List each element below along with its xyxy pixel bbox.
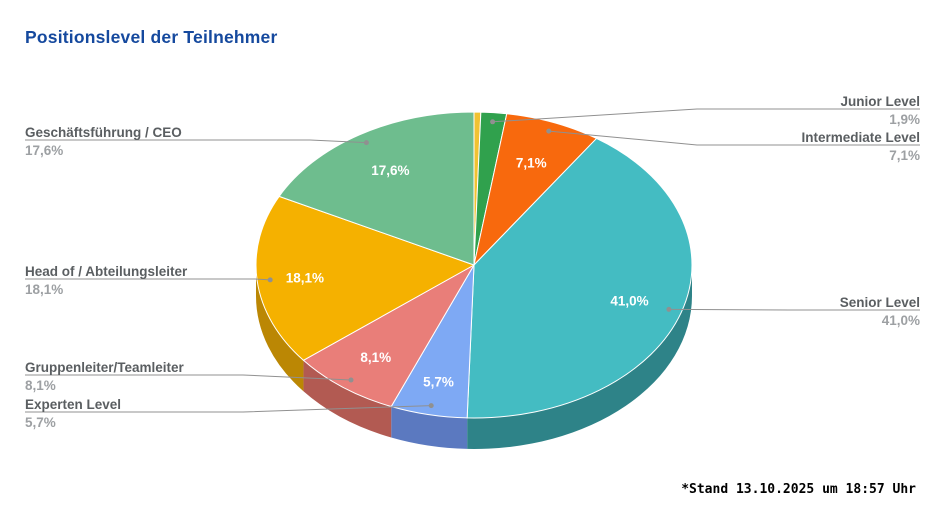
pie-side-senior-level [467, 265, 692, 449]
callout-label-junior-level: Junior Level [840, 94, 920, 109]
leader-line-senior-level [668, 308, 920, 311]
callout-value-gruppenleiter-teamleiter: 8,1% [25, 378, 56, 393]
callout-label-experten-level: Experten Level [25, 397, 122, 412]
slice-label-geschaeftsfuehrung-ceo: 17,6% [371, 163, 409, 178]
leader-dot-experten-level [428, 403, 434, 409]
callout-label-intermediate-level: Intermediate Level [801, 130, 920, 145]
leader-line-gruppenleiter-teamleiter [25, 374, 352, 381]
leader-dot-gruppenleiter-teamleiter [348, 377, 354, 383]
callout-value-geschaeftsfuehrung-ceo: 17,6% [25, 143, 64, 158]
callout-experten-level: Experten Level 5,7% [25, 396, 121, 431]
leader-dot-geschaeftsfuehrung-ceo [363, 140, 369, 146]
callout-intermediate-level: Intermediate Level 7,1% [801, 129, 920, 164]
pie-slice-geschaeftsfuehrung-ceo[interactable] [278, 111, 475, 266]
pie-slice-head-of-abteilungsleiter[interactable] [255, 195, 476, 361]
callout-senior-level: Senior Level 41,0% [840, 294, 920, 329]
pie-side-gruppenleiter-teamleiter [303, 360, 392, 438]
callout-value-senior-level: 41,0% [881, 313, 920, 328]
callout-geschaeftsfuehrung-ceo: Geschäftsführung / CEO 17,6% [25, 124, 182, 159]
callout-gruppenleiter-teamleiter: Gruppenleiter/Teamleiter 8,1% [25, 359, 184, 394]
footnote-timestamp: *Stand 13.10.2025 um 18:57 Uhr [681, 482, 916, 497]
callout-value-head-of-abteilungsleiter: 18,1% [25, 282, 64, 297]
leader-dot-head-of-abteilungsleiter [267, 277, 273, 283]
callout-junior-level: Junior Level 1,9% [840, 93, 920, 128]
callout-value-junior-level: 1,9% [889, 112, 920, 127]
callout-label-gruppenleiter-teamleiter: Gruppenleiter/Teamleiter [25, 360, 184, 375]
slice-label-head-of-abteilungsleiter: 18,1% [286, 270, 324, 285]
slice-label-senior-level: 41,0% [610, 294, 648, 309]
leader-line-junior-level [492, 108, 920, 123]
slice-label-intermediate-level: 7,1% [516, 155, 547, 170]
leader-dot-junior-level [490, 119, 496, 125]
callout-value-experten-level: 5,7% [25, 415, 56, 430]
slice-label-gruppenleiter-teamleiter: 8,1% [360, 350, 391, 365]
leader-dot-intermediate-level [546, 128, 552, 134]
pie-slice-gruppenleiter-teamleiter[interactable] [302, 263, 476, 408]
callout-label-head-of-abteilungsleiter: Head of / Abteilungsleiter [25, 264, 188, 279]
callout-label-geschaeftsfuehrung-ceo: Geschäftsführung / CEO [25, 125, 182, 140]
callout-head-of-abteilungsleiter: Head of / Abteilungsleiter 18,1% [25, 263, 187, 298]
pie-slice-senior-level[interactable] [466, 137, 693, 419]
leader-line-intermediate-level [548, 130, 920, 146]
pie-side-head-of-abteilungsleiter [256, 265, 304, 392]
page-title: Positionslevel der Teilnehmer [25, 27, 278, 47]
leader-line-experten-level [25, 405, 432, 413]
leader-line-head-of-abteilungsleiter [25, 278, 271, 281]
callout-label-senior-level: Senior Level [839, 295, 920, 310]
leader-dot-senior-level [666, 306, 672, 312]
slice-label-experten-level: 5,7% [423, 375, 454, 390]
leader-line-geschaeftsfuehrung-ceo [25, 139, 367, 144]
callout-value-intermediate-level: 7,1% [889, 148, 920, 163]
